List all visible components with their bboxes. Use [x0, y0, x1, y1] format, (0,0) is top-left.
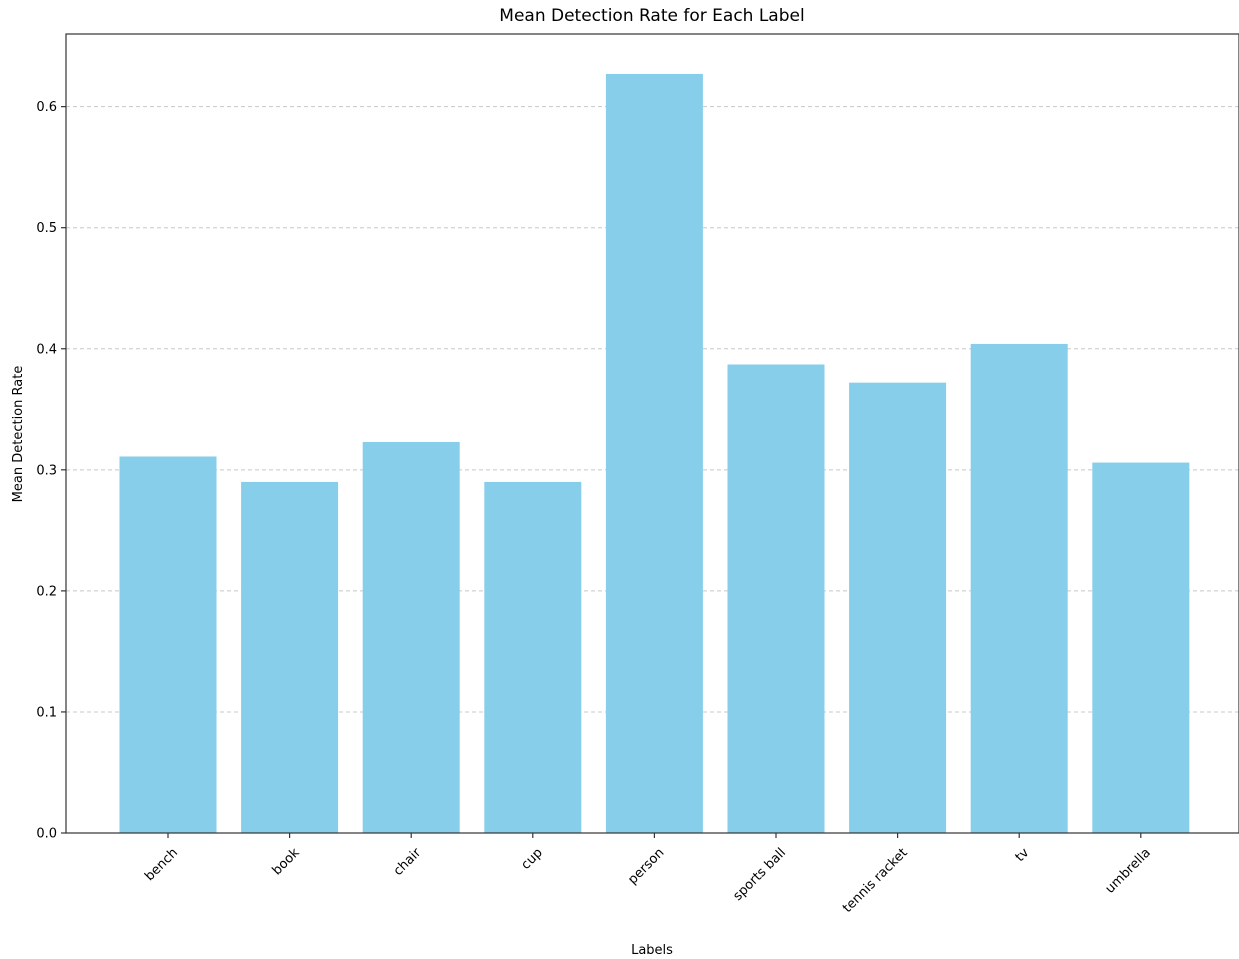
x-tick-label: chair [391, 845, 425, 879]
y-axis-label: Mean Detection Rate [11, 366, 26, 503]
x-tick-label: bench [142, 845, 181, 884]
x-tick-label: tennis racket [840, 845, 911, 916]
bar-tv [970, 343, 1068, 833]
x-axis-label: Labels [631, 943, 673, 958]
bars [119, 73, 1190, 833]
y-tick-label: 0.4 [36, 342, 57, 357]
y-tick-label: 0.5 [36, 221, 57, 236]
y-tick-label: 0.0 [36, 827, 57, 842]
x-tick-label: tv [1013, 845, 1033, 865]
x-tick-label: book [270, 845, 303, 878]
bar-chair [362, 441, 460, 833]
plot-frame [65, 33, 1239, 834]
bar-person [605, 73, 703, 833]
bar-umbrella [1092, 462, 1190, 833]
bar-book [241, 481, 339, 833]
y-tick-label: 0.6 [36, 100, 57, 115]
y-axis-ticks: 0.0 0.1 0.2 0.3 0.4 0.5 0.6 [36, 100, 66, 842]
y-tick-label: 0.3 [36, 463, 57, 478]
x-tick-label: umbrella [1103, 845, 1154, 896]
y-tick-label: 0.1 [36, 705, 57, 720]
x-axis-ticks: bench book chair cup person sports ball tennis… [142, 833, 1154, 916]
bar-tennis-racket [849, 382, 947, 833]
x-tick-label: sports ball [731, 845, 790, 904]
bar-cup [484, 481, 582, 833]
bar-bench [119, 456, 217, 833]
x-tick-label: person [625, 845, 667, 887]
x-tick-label: cup [519, 845, 546, 872]
y-tick-label: 0.2 [36, 584, 57, 599]
chart-title: Mean Detection Rate for Each Label [499, 6, 804, 26]
bar-sports-ball [727, 364, 825, 833]
